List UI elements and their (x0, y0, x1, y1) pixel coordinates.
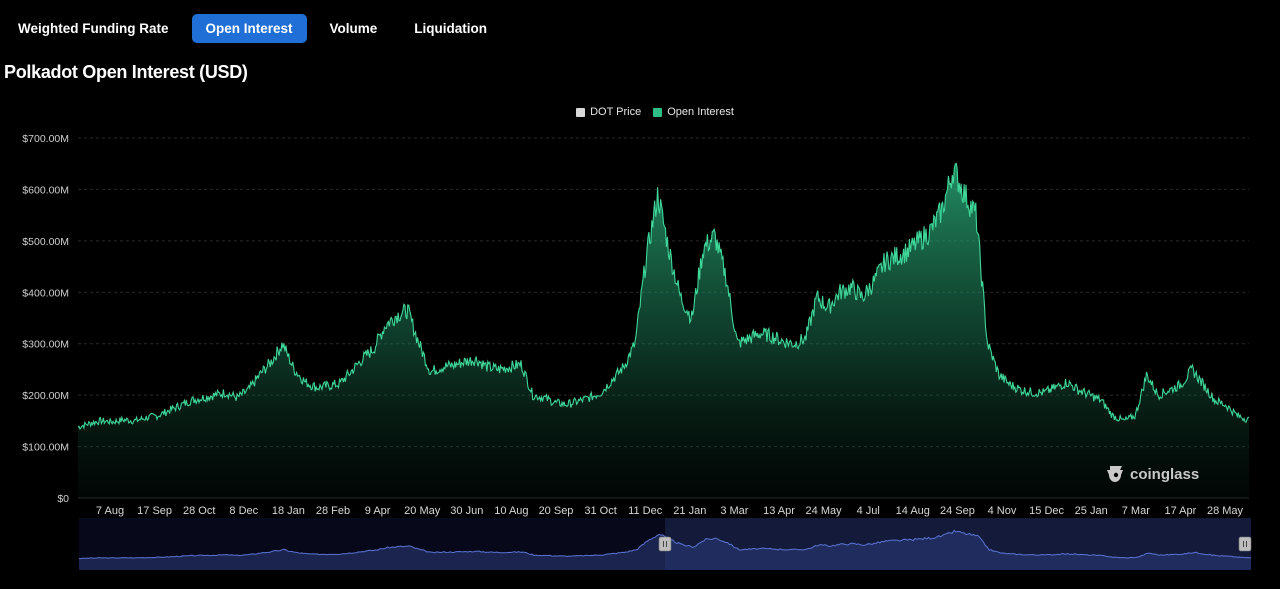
legend-swatch-dot-price (576, 107, 586, 117)
navigator-line (79, 529, 1251, 560)
y-tick-label: $500.00M (22, 236, 69, 248)
x-tick-label: 13 Apr (763, 505, 795, 517)
y-tick-label: $400.00M (22, 287, 69, 299)
open-interest-line (77, 162, 1250, 430)
open-interest-area (78, 163, 1249, 498)
x-tick-label: 18 Jan (272, 505, 305, 517)
tab-weighted-funding-rate[interactable]: Weighted Funding Rate (18, 21, 169, 36)
x-tick-label: 4 Nov (988, 505, 1017, 517)
x-tick-label: 24 Sep (940, 505, 975, 517)
legend-label-dot-price: DOT Price (590, 106, 642, 118)
tab-volume[interactable]: Volume (329, 21, 378, 36)
watermark-text: coinglass (1130, 465, 1200, 483)
y-tick-label: $200.00M (22, 390, 69, 402)
x-tick-label: 10 Aug (494, 505, 528, 517)
page-title: Polkadot Open Interest (USD) (4, 62, 248, 82)
tab-open-interest[interactable]: Open Interest (191, 14, 307, 43)
x-tick-label: 4 Jul (857, 505, 880, 517)
range-navigator[interactable] (79, 518, 1252, 570)
coinglass-watermark: coinglass (1106, 463, 1199, 485)
legend-item-open-interest[interactable]: Open Interest (653, 106, 734, 118)
x-tick-label: 17 Apr (1164, 505, 1196, 517)
y-tick-label: $0 (57, 493, 69, 505)
tab-liquidation[interactable]: Liquidation (414, 21, 488, 36)
y-axis-ticks: $0 $100.00M $200.00M $300.00M $400.00M $500.0… (22, 133, 69, 505)
y-tick-label: $700.00M (22, 133, 69, 145)
coinglass-logo-icon (1107, 466, 1123, 482)
x-tick-label: 31 Oct (584, 505, 616, 517)
y-tick-label: $100.00M (22, 442, 69, 454)
x-tick-label: 28 Oct (183, 505, 215, 517)
x-tick-label: 14 Aug (896, 505, 930, 517)
x-tick-label: 15 Dec (1029, 505, 1064, 517)
x-tick-label: 11 Dec (628, 505, 663, 517)
y-tick-label: $300.00M (22, 339, 69, 351)
chart-legend: DOT Price Open Interest (0, 106, 1280, 118)
legend-item-dot-price[interactable]: DOT Price (576, 106, 641, 118)
x-tick-label: 28 Feb (316, 505, 350, 517)
legend-swatch-open-interest (653, 107, 663, 117)
legend-label-open-interest: Open Interest (667, 106, 734, 118)
y-tick-label: $600.00M (22, 184, 69, 196)
navigator-handle-left[interactable] (658, 536, 672, 552)
x-tick-label: 7 Aug (96, 505, 124, 517)
x-tick-label: 21 Jan (673, 505, 706, 517)
x-tick-label: 30 Jun (450, 505, 483, 517)
x-tick-label: 20 Sep (539, 505, 574, 517)
x-tick-label: 3 Mar (720, 505, 748, 517)
x-axis-ticks: 7 Aug 17 Sep 28 Oct 8 Dec 18 Jan 28 Feb 9 Apr 2… (96, 505, 1244, 517)
x-tick-label: 17 Sep (137, 505, 172, 517)
x-tick-label: 20 May (404, 505, 441, 517)
x-tick-label: 28 May (1207, 505, 1244, 517)
x-tick-label: 24 May (806, 505, 843, 517)
x-tick-label: 9 Apr (365, 505, 391, 517)
navigator-handle-right[interactable] (1238, 536, 1252, 552)
x-tick-label: 7 Mar (1122, 505, 1150, 517)
series-open-interest (77, 162, 1250, 498)
x-tick-label: 8 Dec (229, 505, 258, 517)
x-tick-label: 25 Jan (1075, 505, 1108, 517)
tab-bar: Weighted Funding Rate Open Interest Volu… (4, 14, 510, 43)
